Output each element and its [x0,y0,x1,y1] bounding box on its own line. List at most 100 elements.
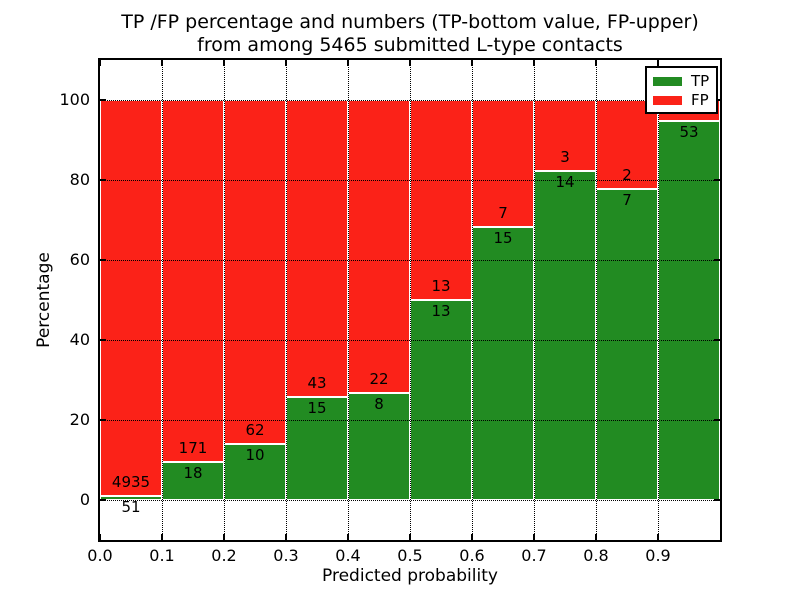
legend-item-fp: FP [653,91,716,110]
x-gridline [658,60,659,540]
fp-count-label: 2 [622,165,632,184]
tp-bar [596,188,658,500]
tp-count-label: 51 [121,497,141,516]
tp-count-label: 15 [493,229,513,248]
fp-bar [410,100,472,300]
tp-count-label: 53 [679,123,699,142]
x-tick [223,534,225,540]
fp-bar [596,100,658,189]
y-gridline [100,180,720,181]
x-tick [99,534,101,540]
legend-swatch-tp [653,77,682,86]
x-gridline [224,60,225,540]
legend-label: TP [691,72,710,90]
fp-bar [224,100,286,445]
fp-bar [100,100,162,496]
tp-bar [224,444,286,500]
x-tick-label: 0.2 [211,546,237,565]
fp-bar [286,100,348,397]
x-tick [657,534,659,540]
fp-count-label: 171 [178,438,208,457]
chart-title: TP /FP percentage and numbers (TP-bottom… [100,11,720,57]
tp-bar [472,227,534,500]
fp-count-label: 13 [431,277,451,295]
x-gridline [410,60,411,540]
tp-bar [658,121,720,500]
tp-count-label: 10 [245,446,265,465]
x-tick [471,60,473,66]
x-tick-label: 0.8 [583,546,609,565]
fp-count-label: 62 [245,421,265,440]
x-tick [409,534,411,540]
y-tick [714,179,720,181]
x-tick-label: 0.4 [335,546,361,565]
x-tick [657,60,659,66]
fp-bar [348,100,410,394]
x-gridline [596,60,597,540]
tp-bar [410,300,472,500]
tp-bar [162,461,224,500]
chart-title-line-2: from among 5465 submitted L-type contact… [197,34,623,56]
fp-count-label: 43 [307,373,327,392]
y-gridline [100,500,720,501]
x-tick [471,534,473,540]
x-tick [533,60,535,66]
y-tick [100,259,106,261]
tp-bar [534,170,596,500]
y-tick-label: 60 [69,250,90,269]
plot-area: 4935 51 171 18 62 10 43 15 22 8 13 13 7 15 3 14 2 7 53 [98,58,722,542]
y-tick [100,419,106,421]
x-gridline [348,60,349,540]
x-tick-label: 0.9 [645,546,671,565]
y-tick [100,339,106,341]
x-gridline [162,60,163,540]
y-tick [714,259,720,261]
x-tick-label: 0.3 [273,546,299,565]
tp-count-label: 7 [622,190,632,209]
x-tick-label: 0.6 [459,546,485,565]
fp-bar [162,100,224,462]
x-tick [409,60,411,66]
y-tick-label: 40 [69,330,90,349]
x-tick [223,60,225,66]
x-tick [347,60,349,66]
tp-count-label: 8 [374,395,384,414]
tp-count-label: 15 [307,398,327,417]
tp-bar [100,495,162,500]
x-gridline [286,60,287,540]
x-tick [161,534,163,540]
x-tick [161,60,163,66]
x-tick [347,534,349,540]
legend-label: FP [691,91,709,109]
y-tick [714,339,720,341]
x-tick [533,534,535,540]
tp-bar [286,396,348,500]
y-tick-label: 100 [59,90,90,109]
y-gridline [100,420,720,421]
x-axis-label: Predicted probability [322,566,498,586]
chart-title-line-1: TP /FP percentage and numbers (TP-bottom… [121,11,699,33]
x-gridline [534,60,535,540]
y-tick [100,99,106,101]
y-tick [100,499,106,501]
y-tick [100,179,106,181]
legend: TP FP [645,66,718,114]
x-tick-label: 0.0 [87,546,113,565]
x-tick [595,60,597,66]
y-tick-label: 20 [69,410,90,429]
y-gridline [100,260,720,261]
x-tick [595,534,597,540]
fp-count-label: 7 [498,204,508,223]
tp-count-label: 13 [431,302,451,320]
y-tick-label: 0 [79,490,90,509]
x-tick [285,60,287,66]
x-tick-label: 0.5 [397,546,423,565]
legend-item-tp: TP [653,72,716,91]
x-tick-label: 0.1 [149,546,175,565]
fp-count-label: 22 [369,370,389,389]
x-tick [285,534,287,540]
legend-swatch-fp [653,96,682,105]
y-tick-label: 80 [69,170,90,189]
x-gridline [472,60,473,540]
